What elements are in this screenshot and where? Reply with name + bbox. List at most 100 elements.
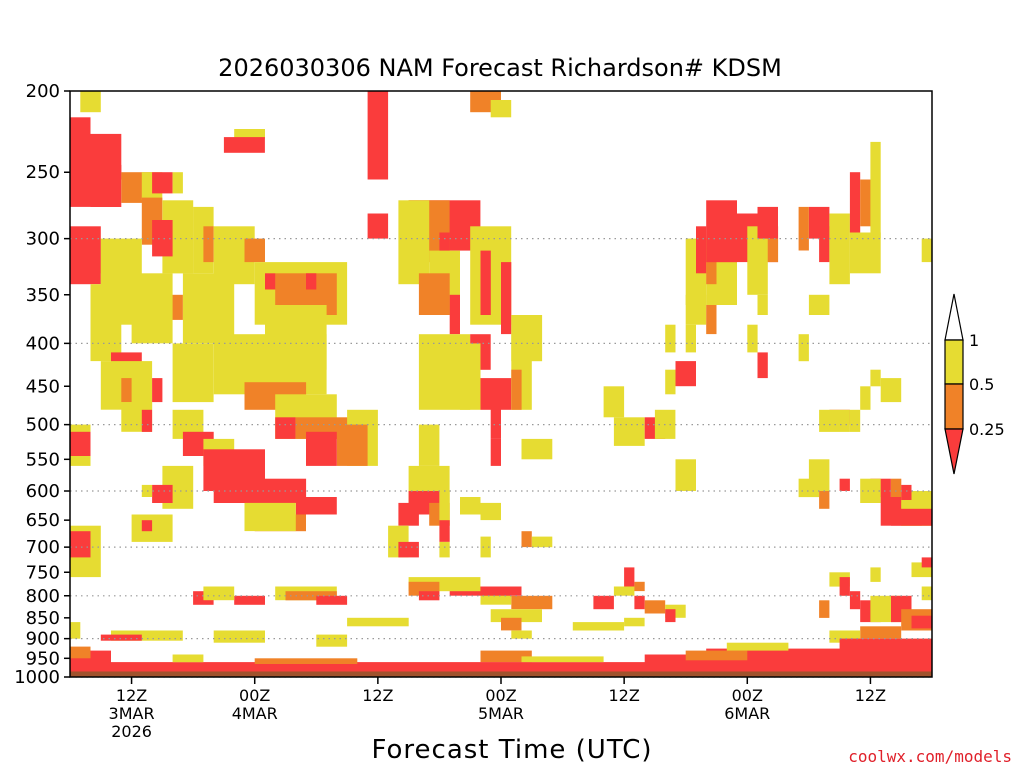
ri-cell [521,438,553,460]
x-tick-label: 4MAR [232,704,278,723]
ri-cell [172,343,214,403]
ri-cell [665,609,676,623]
ri-cell [439,520,450,542]
ri-cell [685,650,748,661]
x-tick-label: 12Z [608,686,639,705]
plot-area [70,91,932,674]
ri-cell [90,238,101,274]
ri-cell [398,541,419,558]
ri-cell [223,137,265,153]
y-tick-label: 250 [26,162,60,183]
ri-cell [295,497,337,515]
y-tick-label: 300 [26,229,60,250]
ri-cell [141,484,153,497]
ri-cell [398,502,419,526]
ri-cell [265,273,276,290]
ri-cell [726,642,789,651]
ri-cell [613,586,635,596]
x-tick-label: 12Z [855,686,886,705]
y-axis: 200 250 300 350 400 450 500 550 600 650 700 750 8008… [14,81,70,688]
x-tick-label: 00Z [239,686,270,705]
ri-cell [870,567,881,582]
x-tick-label: 00Z [485,686,516,705]
ri-cell [767,226,779,263]
ri-cell [675,459,696,491]
ri-cell [870,141,881,239]
ri-cell [665,369,676,395]
ri-cell [849,232,881,274]
ri-cell [121,378,132,403]
ri-cell [644,600,666,614]
ri-cell [152,172,173,194]
ri-cell [839,478,850,491]
ri-cell [213,478,307,503]
ri-cell [141,409,153,432]
ri-cell [624,567,635,592]
ri-cell [511,595,553,610]
legend-swatch [944,339,964,385]
x-tick-label: 5MAR [478,704,524,723]
x-tick-label: 12Z [362,686,393,705]
ri-cell [367,213,389,239]
ri-cell [860,386,871,410]
ri-cell [490,100,512,118]
y-tick-label: 500 [26,415,60,436]
ri-cell [511,630,532,639]
ri-cell [870,369,881,387]
ri-cell [418,273,450,315]
ri-cell [839,638,932,653]
ri-cell [244,238,265,263]
ri-cell [275,417,296,439]
ri-cell [757,352,768,379]
ri-cell [901,484,912,500]
ri-cell [860,478,881,503]
ri-cell [819,491,830,509]
ri-cell [747,226,768,295]
ri-cell [90,164,122,207]
x-tick-label: 6MAR [724,704,770,723]
ri-cell [418,424,440,466]
ri-cell [839,577,850,596]
ri-cell [521,656,604,663]
ri-cell [706,648,932,659]
ri-cell [203,586,235,601]
ri-cell [613,417,645,446]
ri-cell [152,220,173,257]
ri-cell [511,369,522,410]
ri-cell [880,378,902,403]
ri-cell [757,294,768,315]
chart-title: 2026030306 NAM Forecast Richardson# KDSM [218,54,782,82]
ri-cell [798,478,820,498]
ri-cell [367,91,389,180]
ri-cell [182,273,235,344]
ri-cell [603,386,625,418]
legend: 1 0.5 0.25 [944,293,1005,475]
y-tick-label: 900 [26,629,60,650]
ri-cell [460,497,481,515]
ri-cell [254,658,358,664]
y-tick-label: 450 [26,376,60,397]
x-tick-label: 12Z [116,686,147,705]
y-tick-label: 750 [26,562,60,583]
ri-cell [152,484,173,503]
ri-cell [213,630,265,643]
legend-swatch [944,293,964,341]
ri-cell [921,586,932,601]
ri-cell [480,536,491,558]
ri-cell [316,595,348,605]
ri-cell [285,591,337,601]
ri-cell [860,179,871,227]
y-tick-label: 200 [26,81,60,102]
x-tick-label: 3MAR [109,704,155,723]
y-tick-label: 1000 [14,667,60,688]
ri-cell [921,557,932,568]
ri-cell [480,250,491,315]
ri-cell [572,622,625,631]
ri-cell [80,91,101,113]
ri-cell [439,541,450,558]
ri-cell [501,262,512,335]
ri-cell [141,520,153,532]
y-tick-label: 400 [26,333,60,354]
ri-cell [706,305,717,335]
